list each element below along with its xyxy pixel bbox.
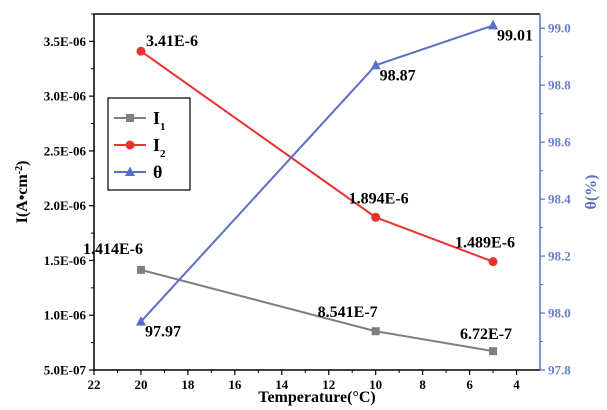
legend-label: θ	[153, 162, 162, 182]
legend-marker	[125, 140, 135, 150]
data-label: 1.894E-6	[349, 190, 409, 207]
y-right-tick-label: 98.6	[548, 135, 571, 150]
data-label: 6.72E-7	[460, 326, 512, 343]
x-tick-label: 18	[181, 377, 195, 392]
y-left-tick-label: 1.5E-06	[44, 253, 87, 268]
data-point	[135, 316, 146, 326]
legend-marker	[126, 114, 134, 122]
x-tick-label: 20	[134, 377, 147, 392]
data-point	[136, 46, 146, 56]
y-left-tick-label: 5.0E-07	[44, 363, 87, 378]
x-tick-label: 6	[466, 377, 473, 392]
y-right-tick-label: 98.4	[548, 192, 571, 207]
legend-marker	[125, 166, 135, 176]
y-right-axis-title: θ(%)	[583, 174, 600, 209]
y-left-tick-label: 3.0E-06	[44, 89, 87, 104]
data-label: 1.414E-6	[83, 241, 143, 258]
y-right-tick-label: 99.0	[548, 21, 571, 36]
series-1	[136, 265, 498, 356]
data-point	[136, 265, 145, 274]
data-label: 99.01	[497, 27, 533, 44]
data-point	[489, 347, 498, 356]
series-3	[135, 19, 499, 326]
legend-label-subscript: 2	[160, 148, 166, 160]
y-right-tick-label: 98.2	[548, 249, 571, 264]
x-tick-label: 22	[88, 377, 101, 392]
x-tick-label: 12	[322, 377, 335, 392]
data-point	[488, 257, 498, 267]
y-left-tick-label: 2.5E-06	[44, 143, 87, 158]
x-tick-label: 16	[228, 377, 242, 392]
series-line	[140, 24, 494, 323]
data-point	[371, 327, 380, 336]
series-line	[140, 50, 494, 263]
x-axis-title: Temperature(°C)	[258, 389, 375, 406]
data-label: 97.97	[145, 324, 181, 341]
y-right-tick-label: 98.0	[548, 306, 571, 321]
y-left-tick-label: 3.5E-06	[44, 34, 87, 49]
y-left-tick-label: 2.0E-06	[44, 198, 87, 213]
legend-item: θ	[114, 162, 162, 182]
y-left-axis-title: I(A•cm-2)	[14, 161, 32, 224]
x-tick-label: 8	[419, 377, 426, 392]
y-right-tick-label: 98.8	[548, 78, 571, 93]
data-point	[371, 212, 381, 222]
x-tick-label: 4	[513, 377, 520, 392]
data-label: 8.541E-7	[318, 304, 378, 321]
axes: 22 20 18 16 14 12 10 8 6 45.0E-071.0E-061.5E-062.…	[14, 13, 600, 406]
data-label: 1.489E-6	[455, 235, 515, 252]
data-point	[370, 59, 381, 70]
data-label: 3.41E-6	[146, 33, 198, 50]
data-point	[488, 19, 499, 30]
y-right-tick-label: 97.8	[548, 363, 571, 378]
legend-label-subscript: 1	[160, 121, 166, 133]
x-tick-label: 14	[275, 377, 289, 392]
data-labels: 1.414E-6 8.541E-7 6.72E-7 3.41E-6 1.894E-6 1.…	[83, 27, 533, 343]
series-2	[136, 46, 498, 267]
series-layer	[135, 19, 499, 356]
y-left-tick-label: 1.0E-06	[44, 308, 87, 323]
x-tick-label: 10	[369, 377, 382, 392]
data-label: 98.87	[380, 67, 416, 84]
